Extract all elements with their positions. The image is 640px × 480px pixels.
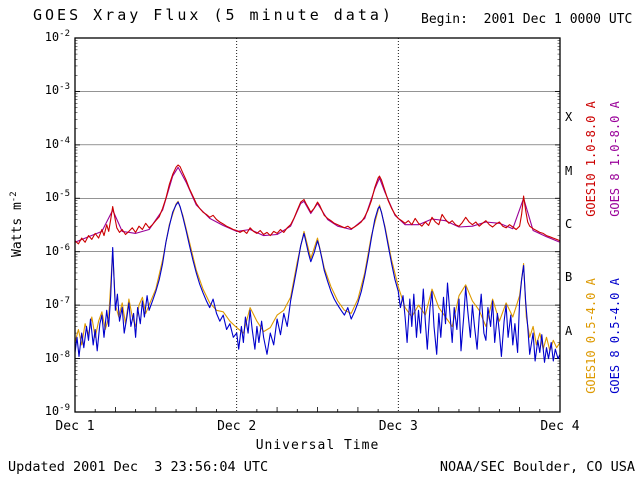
series-goes-8-1-0-8-0-a — [74, 166, 561, 243]
flare-class-label: X — [565, 110, 573, 125]
begin-timestamp: Begin: 2001 Dec 1 0000 UTC — [421, 12, 633, 27]
y-tick-label: 10-9 — [44, 403, 70, 418]
flare-class-label: M — [565, 163, 573, 178]
y-tick-label: 10-8 — [44, 349, 70, 365]
y-tick-label: 10-2 — [44, 29, 70, 44]
x-tick-label: Dec 3 — [378, 419, 418, 434]
y-axis-label-exponent: -2 — [8, 191, 19, 203]
x-tick-label: Dec 2 — [217, 419, 257, 434]
flare-class-label: A — [565, 323, 573, 338]
x-axis-label: Universal Time — [255, 438, 380, 453]
chart-title: GOES Xray Flux (5 minute data) — [33, 6, 394, 24]
y-tick-label: 10-6 — [44, 242, 70, 258]
legend-goes10-short-channel: GOES10 0.5-4.0 A — [584, 278, 598, 394]
x-tick-label: Dec 1 — [55, 419, 95, 434]
legend-goes8-short-channel: GOES 8 0.5-4.0 A — [608, 278, 622, 394]
y-tick-label: 10-5 — [44, 189, 70, 205]
y-tick-label: 10-4 — [44, 135, 70, 151]
series-goes10-1-0-8-0-a — [74, 164, 561, 245]
data-source: NOAA/SEC Boulder, CO USA — [439, 459, 635, 475]
flare-class-label: C — [565, 217, 573, 231]
flare-class-label: B — [565, 270, 573, 285]
series-goes10-0-5-4-0-a — [74, 200, 561, 352]
x-tick-label: Dec 4 — [540, 419, 580, 434]
legend-goes8-long-channel: GOES 8 1.0-8.0 A — [608, 101, 622, 217]
y-tick-label: 10-3 — [44, 82, 70, 98]
y-axis-label: Watts m-2 — [9, 181, 25, 267]
series-goes-8-0-5-4-0-a — [74, 201, 561, 363]
legend-goes10-long-channel: GOES10 1.0-8.0 A — [584, 101, 598, 217]
y-axis-label-text: Watts m — [10, 202, 26, 257]
y-tick-label: 10-7 — [44, 296, 70, 312]
updated-timestamp: Updated 2001 Dec 3 23:56:04 UTC — [8, 459, 269, 475]
x-tick-labels: Dec 1 Dec 2 Dec 3 Dec 4 — [0, 419, 640, 435]
